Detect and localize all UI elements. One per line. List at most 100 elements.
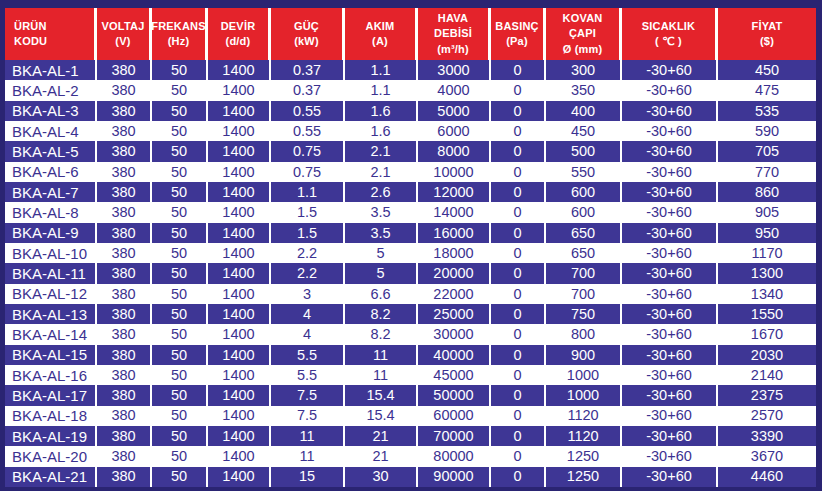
cell-kovan-capi: 300 bbox=[546, 60, 622, 80]
cell-frekans: 50 bbox=[152, 162, 208, 182]
cell-devir: 1400 bbox=[208, 385, 271, 405]
cell-basinc: 0 bbox=[491, 80, 546, 100]
cell-akim: 11 bbox=[345, 365, 418, 385]
cell-basinc: 0 bbox=[491, 162, 546, 182]
cell-guc: 4 bbox=[271, 324, 345, 344]
cell-voltaj: 380 bbox=[97, 467, 152, 487]
cell-kovan-capi: 1120 bbox=[546, 426, 622, 446]
header-cell-hava-debisi: HAVADEBİSİ(m³/h) bbox=[418, 8, 491, 60]
cell-devir: 1400 bbox=[208, 243, 271, 263]
cell-akim: 5 bbox=[345, 243, 418, 263]
cell-sicaklik: -30+60 bbox=[622, 365, 718, 385]
cell-frekans: 50 bbox=[152, 141, 208, 161]
cell-guc: 0.55 bbox=[271, 101, 345, 121]
header-label-line: DEVİR bbox=[221, 19, 256, 34]
cell-basinc: 0 bbox=[491, 141, 546, 161]
cell-sicaklik: -30+60 bbox=[622, 101, 718, 121]
cell-devir: 1400 bbox=[208, 426, 271, 446]
cell-hava-debisi: 70000 bbox=[418, 426, 491, 446]
cell-frekans: 50 bbox=[152, 345, 208, 365]
cell-urun-kodu: BKA-AL-9 bbox=[5, 223, 97, 243]
cell-akim: 1.1 bbox=[345, 80, 418, 100]
cell-akim: 2.1 bbox=[345, 162, 418, 182]
cell-akim: 3.5 bbox=[345, 202, 418, 222]
cell-sicaklik: -30+60 bbox=[622, 467, 718, 487]
cell-frekans: 50 bbox=[152, 182, 208, 202]
cell-hava-debisi: 50000 bbox=[418, 385, 491, 405]
cell-urun-kodu: BKA-AL-7 bbox=[5, 182, 97, 202]
cell-fiyat: 3670 bbox=[718, 446, 816, 466]
cell-akim: 21 bbox=[345, 426, 418, 446]
header-label-line: ($) bbox=[760, 34, 774, 49]
cell-basinc: 0 bbox=[491, 202, 546, 222]
cell-kovan-capi: 750 bbox=[546, 304, 622, 324]
cell-frekans: 50 bbox=[152, 284, 208, 304]
cell-akim: 8.2 bbox=[345, 324, 418, 344]
table-row: BKA-AL-73805014001.12.6120000600-30+6086… bbox=[5, 182, 816, 202]
cell-hava-debisi: 4000 bbox=[418, 80, 491, 100]
cell-hava-debisi: 30000 bbox=[418, 324, 491, 344]
cell-sicaklik: -30+60 bbox=[622, 60, 718, 80]
header-cell-akim: AKIM(A) bbox=[345, 8, 418, 60]
cell-devir: 1400 bbox=[208, 324, 271, 344]
cell-voltaj: 380 bbox=[97, 223, 152, 243]
cell-guc: 5.5 bbox=[271, 365, 345, 385]
cell-voltaj: 380 bbox=[97, 324, 152, 344]
cell-voltaj: 380 bbox=[97, 243, 152, 263]
cell-basinc: 0 bbox=[491, 223, 546, 243]
cell-sicaklik: -30+60 bbox=[622, 345, 718, 365]
cell-voltaj: 380 bbox=[97, 284, 152, 304]
cell-kovan-capi: 600 bbox=[546, 182, 622, 202]
cell-guc: 0.75 bbox=[271, 162, 345, 182]
header-label-line: FREKANS bbox=[151, 19, 206, 34]
header-label-line: HAVA bbox=[438, 11, 468, 26]
header-label-line: (V) bbox=[115, 34, 130, 49]
cell-kovan-capi: 450 bbox=[546, 121, 622, 141]
cell-devir: 1400 bbox=[208, 446, 271, 466]
cell-fiyat: 860 bbox=[718, 182, 816, 202]
cell-hava-debisi: 14000 bbox=[418, 202, 491, 222]
cell-akim: 1.6 bbox=[345, 121, 418, 141]
table-row: BKA-AL-63805014000.752.1100000550-30+607… bbox=[5, 162, 816, 182]
cell-fiyat: 590 bbox=[718, 121, 816, 141]
header-cell-voltaj: VOLTAJ(V) bbox=[97, 8, 152, 60]
cell-sicaklik: -30+60 bbox=[622, 121, 718, 141]
cell-kovan-capi: 1120 bbox=[546, 406, 622, 426]
cell-voltaj: 380 bbox=[97, 202, 152, 222]
header-label-line: BASINÇ bbox=[495, 19, 538, 34]
cell-hava-debisi: 3000 bbox=[418, 60, 491, 80]
cell-hava-debisi: 20000 bbox=[418, 263, 491, 283]
table-row: BKA-AL-43805014000.551.660000450-30+6059… bbox=[5, 121, 816, 141]
cell-basinc: 0 bbox=[491, 121, 546, 141]
cell-guc: 0.55 bbox=[271, 121, 345, 141]
cell-urun-kodu: BKA-AL-16 bbox=[5, 365, 97, 385]
cell-voltaj: 380 bbox=[97, 446, 152, 466]
cell-voltaj: 380 bbox=[97, 304, 152, 324]
cell-kovan-capi: 350 bbox=[546, 80, 622, 100]
header-label-line: (m³/h) bbox=[437, 42, 469, 57]
cell-urun-kodu: BKA-AL-20 bbox=[5, 446, 97, 466]
cell-basinc: 0 bbox=[491, 243, 546, 263]
header-label-line: (A) bbox=[372, 34, 388, 49]
cell-basinc: 0 bbox=[491, 284, 546, 304]
header-cell-basinc: BASINÇ(Pa) bbox=[491, 8, 546, 60]
cell-guc: 0.75 bbox=[271, 141, 345, 161]
cell-akim: 1.6 bbox=[345, 101, 418, 121]
header-label-line: SICAKLIK bbox=[642, 19, 696, 34]
header-cell-sicaklik: SICAKLIK( ℃ ) bbox=[622, 8, 718, 60]
cell-akim: 8.2 bbox=[345, 304, 418, 324]
cell-basinc: 0 bbox=[491, 385, 546, 405]
cell-kovan-capi: 800 bbox=[546, 324, 622, 344]
cell-guc: 15 bbox=[271, 467, 345, 487]
cell-urun-kodu: BKA-AL-11 bbox=[5, 263, 97, 283]
cell-kovan-capi: 500 bbox=[546, 141, 622, 161]
cell-basinc: 0 bbox=[491, 446, 546, 466]
table-row: BKA-AL-83805014001.53.5140000600-30+6090… bbox=[5, 202, 816, 222]
cell-kovan-capi: 400 bbox=[546, 101, 622, 121]
table-row: BKA-AL-2138050140015309000001250-30+6044… bbox=[5, 467, 816, 487]
cell-guc: 11 bbox=[271, 426, 345, 446]
header-label-line: KOVAN bbox=[563, 11, 603, 26]
cell-frekans: 50 bbox=[152, 365, 208, 385]
cell-basinc: 0 bbox=[491, 101, 546, 121]
cell-kovan-capi: 1000 bbox=[546, 365, 622, 385]
